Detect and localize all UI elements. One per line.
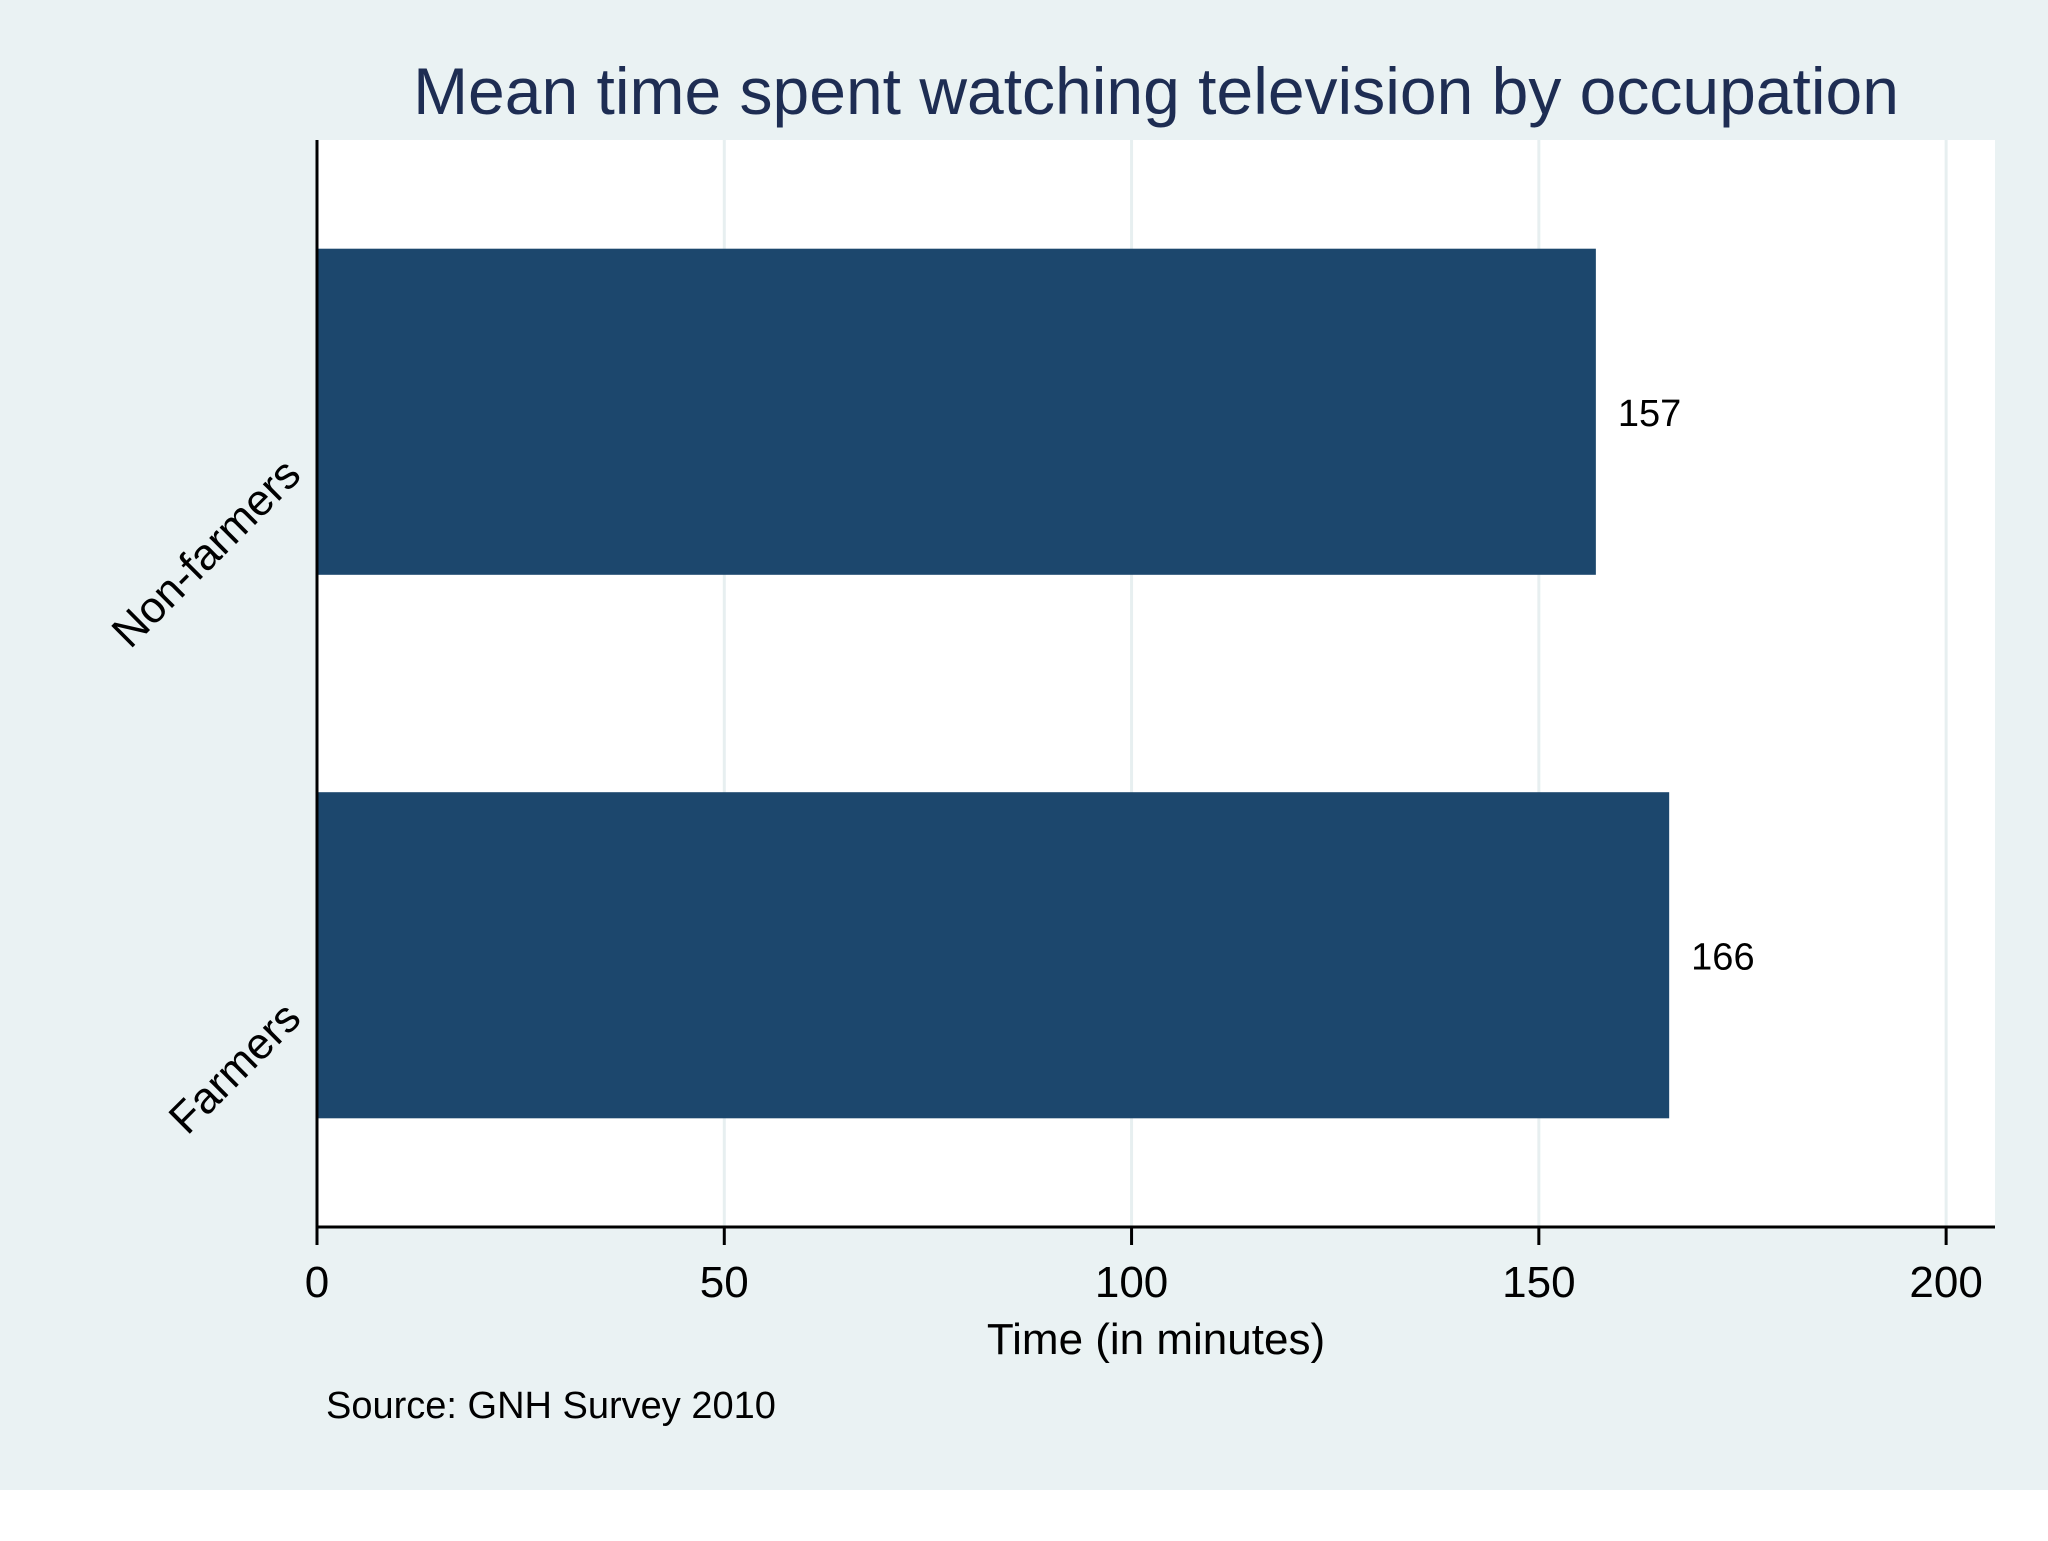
chart-title: Mean time spent watching television by o… xyxy=(413,54,1899,128)
bars xyxy=(317,248,1670,1119)
x-tick-label-150: 150 xyxy=(1502,1258,1575,1307)
bar-value-label-non-farmers: 157 xyxy=(1618,393,1681,435)
x-tick-label-50: 50 xyxy=(700,1258,749,1307)
bar-value-labels: 157 166 xyxy=(1618,393,1755,979)
bar-value-label-farmers: 166 xyxy=(1691,936,1754,978)
x-tick-label-200: 200 xyxy=(1909,1258,1982,1307)
bar-non-farmers xyxy=(317,248,1596,575)
bar-farmers xyxy=(317,792,1670,1119)
x-axis-ticks: 0 50 100 150 200 xyxy=(305,1227,1983,1307)
x-axis-title: Time (in minutes) xyxy=(987,1315,1325,1364)
x-tick-label-100: 100 xyxy=(1095,1258,1168,1307)
source-note: Source: GNH Survey 2010 xyxy=(326,1385,776,1427)
x-tick-label-0: 0 xyxy=(305,1258,329,1307)
